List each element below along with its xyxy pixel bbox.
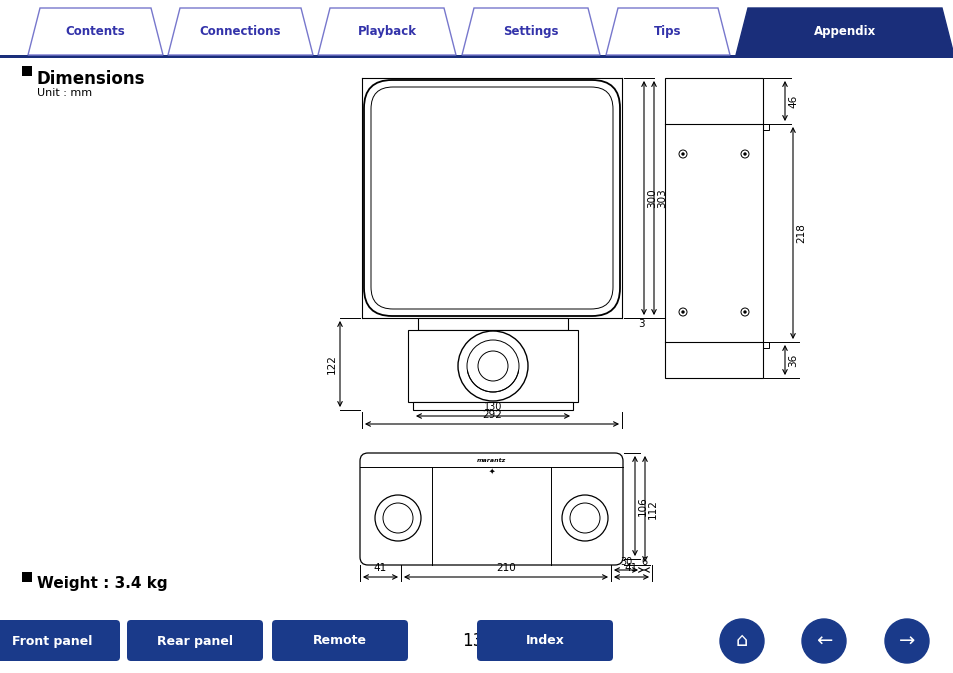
- Bar: [413, 402, 573, 410]
- FancyBboxPatch shape: [476, 620, 613, 661]
- Text: 292: 292: [481, 410, 501, 420]
- FancyBboxPatch shape: [371, 87, 613, 309]
- Text: 122: 122: [327, 354, 336, 374]
- FancyBboxPatch shape: [0, 620, 120, 661]
- Circle shape: [569, 503, 599, 533]
- Text: ←: ←: [815, 631, 831, 651]
- Text: 30: 30: [619, 557, 632, 567]
- Circle shape: [884, 619, 928, 663]
- Text: 106: 106: [638, 496, 647, 516]
- Text: Dimensions: Dimensions: [37, 70, 146, 88]
- Bar: [22, 66, 32, 76]
- Text: 3: 3: [638, 319, 644, 329]
- Bar: [439, 490, 541, 522]
- Text: 36: 36: [787, 353, 797, 367]
- Text: 46: 46: [787, 94, 797, 108]
- Text: 41: 41: [624, 563, 638, 573]
- Bar: [762, 342, 768, 348]
- FancyBboxPatch shape: [364, 80, 619, 316]
- Circle shape: [581, 543, 587, 549]
- Text: Weight : 3.4 kg: Weight : 3.4 kg: [37, 576, 168, 591]
- Circle shape: [503, 537, 509, 543]
- Text: Unit : mm: Unit : mm: [37, 88, 92, 98]
- Polygon shape: [28, 8, 163, 55]
- Polygon shape: [168, 8, 313, 55]
- Circle shape: [382, 503, 413, 533]
- Bar: [439, 470, 541, 484]
- Circle shape: [581, 529, 587, 535]
- Text: Front panel: Front panel: [11, 635, 92, 647]
- Circle shape: [467, 534, 475, 542]
- Text: 300: 300: [646, 188, 657, 208]
- Circle shape: [375, 495, 420, 541]
- Text: 131: 131: [461, 632, 494, 650]
- Text: Tips: Tips: [654, 25, 681, 38]
- Text: →: →: [898, 631, 914, 651]
- Text: 210: 210: [496, 563, 516, 573]
- Text: marantz: marantz: [476, 458, 506, 462]
- Bar: [762, 124, 768, 130]
- Circle shape: [681, 311, 683, 313]
- Polygon shape: [317, 8, 456, 55]
- Text: Contents: Contents: [66, 25, 125, 38]
- Circle shape: [457, 331, 527, 401]
- Text: 112: 112: [647, 499, 658, 519]
- Circle shape: [801, 619, 845, 663]
- Text: ✦: ✦: [488, 467, 495, 476]
- Text: Appendix: Appendix: [813, 25, 875, 38]
- FancyBboxPatch shape: [127, 620, 263, 661]
- Polygon shape: [735, 8, 953, 55]
- Circle shape: [561, 495, 607, 541]
- Bar: [22, 572, 32, 582]
- FancyBboxPatch shape: [359, 453, 622, 565]
- Text: 303: 303: [657, 188, 666, 208]
- Circle shape: [740, 308, 748, 316]
- Polygon shape: [605, 8, 729, 55]
- Circle shape: [395, 543, 400, 549]
- Text: Settings: Settings: [503, 25, 558, 38]
- Bar: [0, 55, 953, 58]
- Text: Rear panel: Rear panel: [157, 635, 233, 647]
- Circle shape: [462, 529, 480, 547]
- Text: Index: Index: [525, 635, 564, 647]
- Text: Remote: Remote: [313, 635, 367, 647]
- Text: ⌂: ⌂: [735, 631, 747, 651]
- Bar: [408, 330, 578, 402]
- Circle shape: [467, 340, 518, 392]
- Circle shape: [681, 153, 683, 155]
- Text: Playback: Playback: [357, 25, 416, 38]
- Bar: [386, 547, 408, 553]
- Circle shape: [395, 530, 400, 536]
- Text: 218: 218: [795, 223, 805, 243]
- Bar: [664, 78, 762, 378]
- Text: 130: 130: [483, 402, 501, 412]
- FancyBboxPatch shape: [272, 620, 408, 661]
- Circle shape: [679, 308, 686, 316]
- Text: 41: 41: [374, 563, 387, 573]
- Circle shape: [477, 351, 507, 381]
- Polygon shape: [461, 8, 599, 55]
- Circle shape: [720, 619, 763, 663]
- Circle shape: [743, 153, 745, 155]
- Circle shape: [740, 150, 748, 158]
- Text: Connections: Connections: [199, 25, 281, 38]
- Circle shape: [743, 311, 745, 313]
- Circle shape: [679, 150, 686, 158]
- Bar: [417, 318, 567, 330]
- Text: 6: 6: [640, 557, 646, 567]
